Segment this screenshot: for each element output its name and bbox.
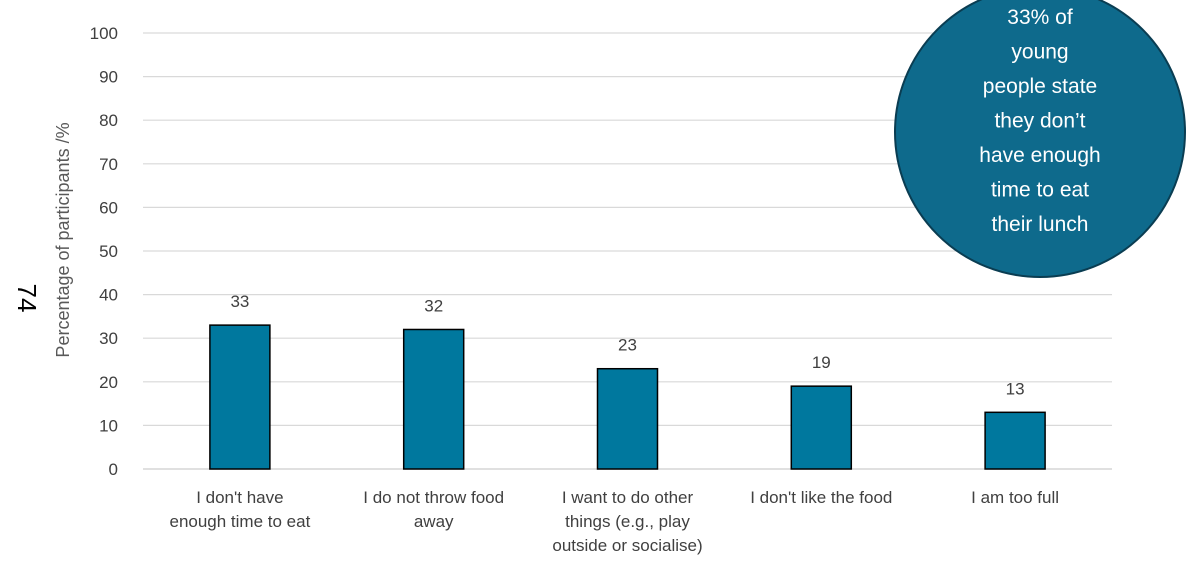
bar — [402, 328, 465, 470]
data-label: 23 — [618, 336, 637, 355]
x-category-label: outside or socialise) — [552, 536, 702, 555]
y-tick-label: 0 — [109, 460, 118, 479]
callout-text-line: they don’t — [994, 110, 1085, 133]
callout-bubble — [894, 0, 1186, 278]
bar — [790, 385, 853, 470]
callout-text-line: time to eat — [991, 179, 1089, 202]
data-labels: 33 32 23 19 13 — [230, 292, 1024, 398]
callout-text-line: people state — [983, 75, 1097, 98]
y-tick-label: 40 — [99, 286, 118, 305]
y-tick-label: 70 — [99, 155, 118, 174]
y-tick-label: 60 — [99, 198, 118, 217]
x-category-label: I don't like the food — [750, 488, 892, 507]
y-tick-label: 100 — [90, 24, 118, 43]
data-label: 19 — [812, 353, 831, 372]
data-label: 13 — [1006, 379, 1025, 398]
x-category-label: I don't have — [196, 488, 283, 507]
data-label: 33 — [230, 292, 249, 311]
x-category-label: away — [414, 512, 454, 531]
callout-text-line: their lunch — [992, 213, 1089, 236]
callout-circle: 33% of young people state they don’t have en… — [894, 0, 1186, 278]
callout-text-line: young — [1011, 41, 1068, 64]
x-axis-categories: I don't have enough time to eat I do not t… — [169, 488, 1059, 555]
page-number: 74 — [12, 284, 42, 313]
x-category-label: I want to do other — [562, 488, 694, 507]
callout-text-line: 33% of — [1007, 6, 1073, 29]
y-axis-ticks: 0 10 20 30 40 50 60 70 80 90 100 — [90, 24, 118, 479]
y-tick-label: 90 — [99, 68, 118, 87]
bar — [984, 411, 1046, 470]
x-category-label: things (e.g., play — [565, 512, 690, 531]
bar — [209, 324, 271, 470]
callout-text-line: have enough — [979, 144, 1100, 167]
y-tick-label: 80 — [99, 111, 118, 130]
y-tick-label: 10 — [99, 416, 118, 435]
data-label: 32 — [424, 296, 443, 315]
x-category-label: enough time to eat — [169, 512, 310, 531]
y-tick-label: 30 — [99, 329, 118, 348]
x-category-label: I am too full — [971, 488, 1059, 507]
bars — [209, 324, 1046, 470]
x-category-label: I do not throw food — [363, 488, 504, 507]
y-tick-label: 50 — [99, 242, 118, 261]
bar — [596, 367, 659, 470]
y-tick-label: 20 — [99, 373, 118, 392]
y-axis-label: Percentage of participants /% — [53, 122, 73, 357]
